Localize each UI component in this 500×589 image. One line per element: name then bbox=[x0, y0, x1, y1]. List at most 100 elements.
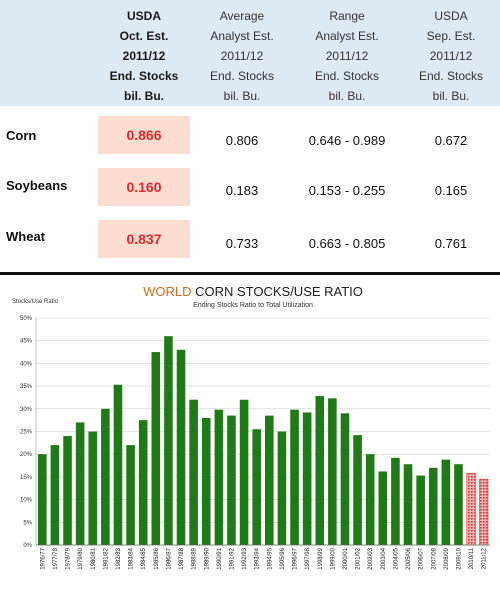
x-tick-label: 1980/81 bbox=[91, 547, 97, 569]
x-tick-label: 1994/95 bbox=[267, 547, 273, 569]
y-tick-label: 40% bbox=[20, 361, 33, 367]
chart-subtitle: Ending Stocks Ratio to Total Utilization bbox=[193, 302, 313, 309]
bar bbox=[302, 412, 312, 545]
y-tick-label: 45% bbox=[20, 339, 33, 345]
wheat-average-estimate: 0.733 bbox=[225, 236, 259, 251]
corn-average-estimate: 0.806 bbox=[225, 133, 259, 148]
x-tick-label: 1979/80 bbox=[78, 547, 84, 569]
header-average-line: End. Stocks bbox=[209, 69, 275, 83]
header-usda-sep-line: USDA bbox=[434, 9, 468, 23]
soybeans-oct-estimate: 0.160 bbox=[98, 168, 190, 206]
header-average-line: Analyst Est. bbox=[210, 29, 274, 43]
bar bbox=[239, 399, 249, 545]
x-tick-label: 2004/05 bbox=[393, 547, 399, 569]
y-tick-label: 50% bbox=[20, 316, 33, 322]
x-tick-label: 1982/83 bbox=[116, 547, 122, 569]
bar bbox=[201, 417, 211, 545]
x-tick-label: 1986/87 bbox=[166, 547, 172, 569]
x-tick-label: 2011/12 bbox=[482, 547, 488, 569]
wheat-oct-estimate: 0.837 bbox=[98, 220, 190, 258]
bar bbox=[315, 396, 325, 545]
chart-ylabel: Stocks/Use Ratio bbox=[12, 299, 59, 305]
chart-title-rest: CORN STOCKS/USE RATIO bbox=[191, 284, 362, 299]
header-average-line: bil. Bu. bbox=[223, 89, 261, 103]
bar bbox=[403, 464, 413, 545]
x-tick-label: 1998/99 bbox=[318, 547, 324, 569]
header-usda-sep: USDA Sep. Est. 2011/12 End. Stocks bil. … bbox=[406, 6, 496, 106]
y-tick-label: 25% bbox=[20, 430, 33, 436]
x-tick-label: 2009/10 bbox=[456, 547, 462, 569]
header-usda-oct-line: 2011/12 bbox=[122, 49, 166, 63]
bar bbox=[277, 431, 287, 545]
x-tick-label: 2006/07 bbox=[419, 547, 425, 569]
header-average: Average Analyst Est. 2011/12 End. Stocks… bbox=[196, 6, 288, 106]
table-header-band bbox=[0, 0, 500, 106]
bar bbox=[391, 457, 400, 545]
bar bbox=[365, 454, 375, 545]
chart-title: WORLD CORN STOCKS/USE RATIO bbox=[143, 284, 363, 299]
x-tick-label: 2000/01 bbox=[343, 547, 349, 569]
header-range-line: Analyst Est. bbox=[315, 29, 379, 43]
header-usda-sep-line: Sep. Est. bbox=[426, 29, 476, 43]
x-tick-label: 1989/90 bbox=[204, 547, 210, 569]
header-usda-oct: USDA Oct. Est. 2011/12 End. Stocks bil. … bbox=[98, 6, 190, 106]
x-tick-label: 2007/08 bbox=[431, 547, 437, 569]
x-tick-label: 1976/77 bbox=[40, 547, 46, 569]
x-tick-label: 2005/06 bbox=[406, 547, 412, 569]
x-tick-label: 2010/11 bbox=[469, 547, 475, 569]
corn-oct-estimate: 0.866 bbox=[98, 116, 190, 154]
header-range: Range Analyst Est. 2011/12 End. Stocks b… bbox=[292, 6, 402, 106]
bar bbox=[176, 349, 186, 545]
chart-y-ticks: 0% 5% 10% 15% 20% 25% 30% 35% 40% 45% 50% bbox=[20, 316, 33, 549]
chart-title-world: WORLD bbox=[143, 284, 191, 299]
bar-projected bbox=[466, 472, 476, 546]
x-tick-label: 1993/94 bbox=[255, 547, 261, 569]
header-usda-oct-line: Oct. Est. bbox=[119, 29, 169, 43]
x-tick-label: 2003/04 bbox=[381, 547, 387, 569]
x-tick-label: 1996/97 bbox=[293, 547, 299, 569]
bar bbox=[227, 415, 236, 545]
wheat-sep-estimate: 0.761 bbox=[434, 236, 468, 251]
header-usda-sep-line: bil. Bu. bbox=[432, 89, 470, 103]
row-label-wheat: Wheat bbox=[6, 229, 45, 244]
x-tick-label: 1981/82 bbox=[103, 547, 109, 569]
wheat-range-estimate: 0.663 - 0.805 bbox=[308, 236, 386, 251]
header-average-line: 2011/12 bbox=[220, 49, 264, 63]
y-tick-label: 30% bbox=[20, 407, 33, 413]
corn-range-estimate: 0.646 - 0.989 bbox=[308, 133, 386, 148]
header-usda-sep-line: 2011/12 bbox=[429, 49, 473, 63]
world-corn-stocks-use-chart: WORLD CORN STOCKS/USE RATIO Ending Stock… bbox=[12, 284, 490, 570]
x-tick-label: 1987/88 bbox=[179, 547, 185, 569]
bar bbox=[164, 336, 173, 545]
corn-sep-estimate: 0.672 bbox=[434, 133, 468, 148]
bar bbox=[151, 352, 161, 545]
x-tick-label: 2002/03 bbox=[368, 547, 374, 569]
x-tick-label: 1997/98 bbox=[305, 547, 311, 569]
bar bbox=[441, 459, 451, 545]
section-divider bbox=[0, 272, 500, 275]
header-average-line: Average bbox=[219, 9, 265, 23]
y-tick-label: 35% bbox=[20, 384, 33, 390]
bar bbox=[88, 431, 98, 545]
header-range-line: End. Stocks bbox=[314, 69, 380, 83]
x-tick-label: 1978/79 bbox=[66, 547, 72, 569]
y-tick-label: 20% bbox=[20, 452, 33, 458]
x-tick-label: 1999/00 bbox=[330, 547, 336, 569]
bar bbox=[63, 436, 72, 545]
x-tick-label: 1984/85 bbox=[141, 547, 147, 569]
bar bbox=[290, 409, 299, 545]
bar bbox=[328, 398, 337, 545]
y-tick-label: 15% bbox=[20, 475, 33, 481]
header-range-line: 2011/12 bbox=[325, 49, 369, 63]
x-tick-label: 1988/89 bbox=[192, 547, 198, 569]
x-tick-label: 1985/86 bbox=[154, 547, 160, 569]
header-range-line: bil. Bu. bbox=[328, 89, 366, 103]
header-range-line: Range bbox=[329, 9, 365, 23]
bar bbox=[113, 384, 123, 545]
soybeans-sep-estimate: 0.165 bbox=[434, 183, 468, 198]
bar bbox=[126, 445, 135, 545]
bar bbox=[101, 408, 110, 545]
bar bbox=[428, 467, 438, 545]
bar bbox=[378, 471, 388, 545]
soybeans-range-estimate: 0.153 - 0.255 bbox=[308, 183, 386, 198]
